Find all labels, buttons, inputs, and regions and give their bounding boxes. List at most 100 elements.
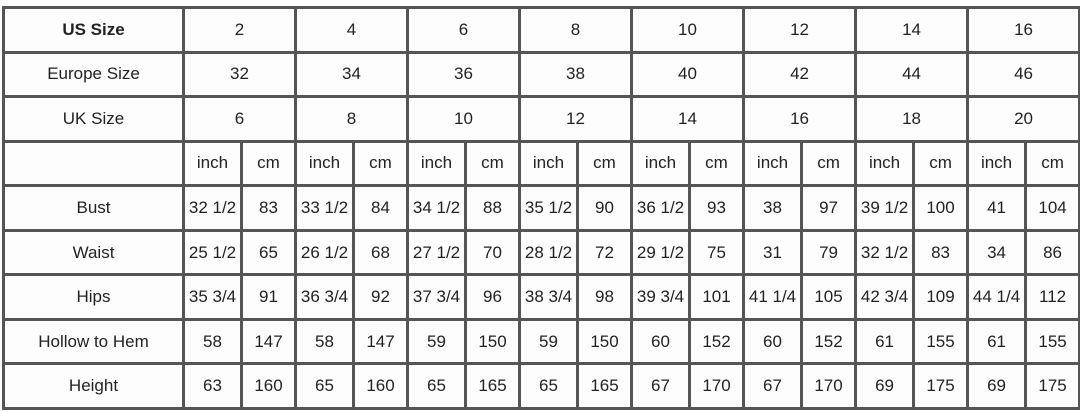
inch-value: 65	[518, 362, 579, 410]
unit-inch-header: inch	[518, 139, 579, 188]
cm-value: 165	[464, 362, 521, 410]
measurement-label: Bust	[2, 184, 185, 232]
unit-cm-header: cm	[687, 139, 746, 188]
inch-value: 63	[182, 362, 243, 410]
cm-value: 147	[240, 317, 297, 366]
unit-cm-header: cm	[800, 139, 858, 188]
cm-value: 84	[352, 184, 409, 232]
unit-cm-header: cm	[240, 139, 297, 188]
cm-value: 75	[687, 228, 746, 277]
cm-value: 96	[464, 273, 521, 321]
uk-size-value: 14	[629, 95, 746, 143]
cm-value: 90	[576, 184, 633, 232]
europe-size-row: Europe Size 32 34 36 38 40 42 44 46	[2, 50, 1080, 99]
cm-value: 101	[687, 273, 746, 321]
inch-value: 37 3/4	[406, 273, 467, 321]
europe-size-value: 38	[518, 50, 633, 99]
us-size-row: US Size 2 4 6 8 10 12 14 16	[2, 6, 1080, 54]
inch-value: 44 1/4	[966, 273, 1028, 321]
cm-value: 83	[240, 184, 297, 232]
inch-value: 25 1/2	[182, 228, 243, 277]
uk-size-value: 8	[294, 95, 409, 143]
cm-value: 79	[800, 228, 858, 277]
us-size-value: 2	[182, 6, 297, 54]
inch-value: 34	[966, 228, 1028, 277]
inch-value: 28 1/2	[518, 228, 579, 277]
cm-value: 86	[1024, 228, 1080, 277]
uk-size-value: 20	[966, 95, 1080, 143]
europe-size-value: 42	[742, 50, 858, 99]
inch-value: 65	[294, 362, 355, 410]
unit-inch-header: inch	[182, 139, 243, 188]
inch-value: 33 1/2	[294, 184, 355, 232]
europe-size-value: 44	[854, 50, 970, 99]
cm-value: 160	[240, 362, 297, 410]
unit-inch-header: inch	[966, 139, 1028, 188]
inch-value: 59	[518, 317, 579, 366]
measurement-label: Waist	[2, 228, 185, 277]
inch-value: 35 1/2	[518, 184, 579, 232]
cm-value: 112	[1024, 273, 1080, 321]
unit-row: inch cm inch cm inch cm inch cm inch cm inch cm inch…	[2, 139, 1080, 188]
inch-value: 38	[742, 184, 804, 232]
cm-value: 83	[912, 228, 970, 277]
us-size-value: 6	[406, 6, 521, 54]
inch-value: 32 1/2	[854, 228, 916, 277]
cm-value: 93	[687, 184, 746, 232]
us-size-value: 8	[518, 6, 633, 54]
inch-value: 67	[742, 362, 804, 410]
cm-value: 147	[352, 317, 409, 366]
unit-cm-header: cm	[464, 139, 521, 188]
inch-value: 39 1/2	[854, 184, 916, 232]
inch-value: 60	[630, 317, 691, 366]
inch-value: 27 1/2	[406, 228, 467, 277]
unit-cm-header: cm	[352, 139, 409, 188]
measurement-label: Hollow to Hem	[2, 317, 185, 366]
inch-value: 59	[406, 317, 467, 366]
cm-value: 65	[240, 228, 297, 277]
cm-value: 68	[352, 228, 409, 277]
inch-value: 41 1/4	[742, 273, 804, 321]
uk-size-label: UK Size	[2, 95, 185, 143]
uk-size-value: 16	[742, 95, 858, 143]
us-size-value: 4	[294, 6, 409, 54]
empty-cell	[2, 139, 185, 188]
measurement-row: Waist 25 1/2 65 26 1/2 68 27 1/2 70 28 1/2 72 29 …	[2, 228, 1080, 277]
us-size-label: US Size	[2, 6, 185, 54]
unit-cm-header: cm	[576, 139, 633, 188]
europe-size-value: 34	[294, 50, 409, 99]
us-size-value: 10	[629, 6, 746, 54]
measurement-row: Bust 32 1/2 83 33 1/2 84 34 1/2 88 35 1/2 90 36 1…	[2, 184, 1080, 232]
uk-size-value: 18	[854, 95, 970, 143]
europe-size-value: 32	[182, 50, 297, 99]
inch-value: 60	[742, 317, 804, 366]
unit-cm-header: cm	[912, 139, 970, 188]
cm-value: 98	[576, 273, 633, 321]
cm-value: 88	[464, 184, 521, 232]
uk-size-value: 12	[518, 95, 633, 143]
cm-value: 100	[912, 184, 970, 232]
unit-inch-header: inch	[294, 139, 355, 188]
cm-value: 150	[464, 317, 521, 366]
inch-value: 58	[182, 317, 243, 366]
inch-value: 34 1/2	[406, 184, 467, 232]
cm-value: 175	[1024, 362, 1080, 410]
inch-value: 41	[966, 184, 1028, 232]
cm-value: 104	[1024, 184, 1080, 232]
inch-value: 36 3/4	[294, 273, 355, 321]
inch-value: 35 3/4	[182, 273, 243, 321]
cm-value: 170	[687, 362, 746, 410]
uk-size-value: 6	[182, 95, 297, 143]
cm-value: 109	[912, 273, 970, 321]
inch-value: 69	[854, 362, 916, 410]
inch-value: 38 3/4	[518, 273, 579, 321]
uk-size-value: 10	[406, 95, 521, 143]
inch-value: 58	[294, 317, 355, 366]
cm-value: 150	[576, 317, 633, 366]
cm-value: 105	[800, 273, 858, 321]
cm-value: 152	[800, 317, 858, 366]
unit-inch-header: inch	[854, 139, 916, 188]
inch-value: 31	[742, 228, 804, 277]
unit-cm-header: cm	[1024, 139, 1080, 188]
inch-value: 36 1/2	[630, 184, 691, 232]
